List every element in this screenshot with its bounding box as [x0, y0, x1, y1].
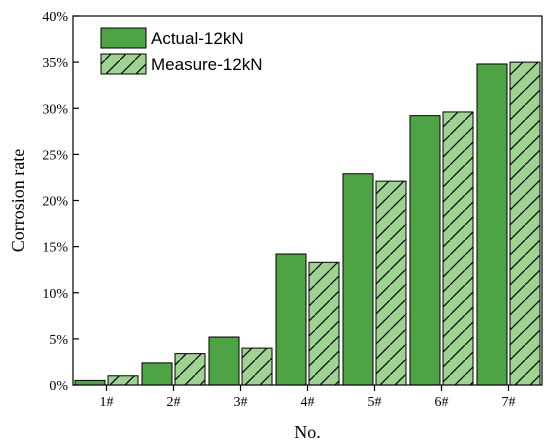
bar-measure-5 [375, 180, 407, 386]
legend-label-measure: Measure-12kN [151, 55, 263, 74]
bar-measure-4 [308, 261, 340, 386]
bar-actual-5 [342, 173, 374, 386]
bar-actual-3 [208, 336, 240, 386]
bar-actual-2 [141, 362, 173, 386]
x-tick-label: 6# [435, 395, 449, 410]
x-axis-title: No. [294, 422, 321, 442]
x-tick-label: 1# [100, 395, 114, 410]
y-axis-title: Corrosion rate [8, 149, 28, 252]
legend-swatch-measure [100, 53, 147, 75]
y-tick-label: 25% [42, 148, 68, 163]
bar-actual-7 [476, 63, 508, 386]
x-tick-label: 2# [167, 395, 181, 410]
bar-measure-3 [241, 347, 273, 386]
y-tick-label: 0% [49, 379, 68, 394]
bars [74, 61, 541, 386]
bar-measure-2 [174, 353, 206, 386]
x-tick-label: 3# [234, 395, 248, 410]
plot-frame [72, 15, 543, 386]
y-axis-ticks: 0% 5% 10% 15% 20% 25% 30% 35% 40% [42, 10, 79, 394]
y-tick-label: 40% [42, 10, 68, 25]
legend-swatch-actual [100, 27, 147, 49]
y-tick-label: 5% [49, 333, 68, 348]
x-tick-label: 4# [301, 395, 315, 410]
x-tick-label: 7# [502, 395, 516, 410]
bar-measure-1 [107, 375, 139, 386]
y-tick-label: 20% [42, 195, 68, 210]
legend: Actual-12kN Measure-12kN [100, 27, 263, 75]
bar-measure-7 [509, 61, 541, 386]
y-tick-label: 15% [42, 241, 68, 256]
bar-actual-6 [409, 115, 441, 386]
bar-actual-1 [74, 379, 106, 386]
bar-measure-6 [442, 111, 474, 386]
y-tick-label: 10% [42, 287, 68, 302]
y-tick-label: 30% [42, 102, 68, 117]
bar-actual-4 [275, 253, 307, 386]
y-tick-label: 35% [42, 56, 68, 71]
x-axis-ticks: 1# 2# 3# 4# 5# 6# 7# [100, 385, 516, 410]
x-tick-label: 5# [368, 395, 382, 410]
legend-label-actual: Actual-12kN [151, 29, 244, 48]
